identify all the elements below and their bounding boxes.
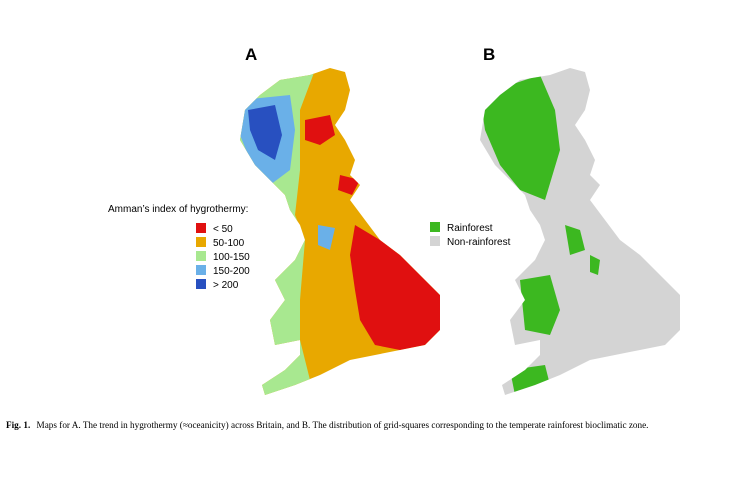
map-a: A: [240, 45, 440, 395]
zone-under-50: [350, 225, 440, 350]
legend-title: Amman’s index of hygrothermy:: [108, 204, 248, 215]
legend-swatch: [196, 223, 206, 233]
legend-label: Rainforest: [447, 223, 493, 234]
legend-swatch: [196, 237, 206, 247]
legend-label: Non-rainforest: [447, 237, 511, 248]
caption-label: Fig. 1.: [6, 420, 30, 430]
caption-text: Maps for A. The trend in hygrothermy (≈o…: [37, 420, 649, 430]
zone-over-200: [248, 105, 282, 160]
legend-label: 100-150: [213, 252, 250, 263]
legend-label: < 50: [213, 224, 233, 235]
zone-under-50: [338, 175, 360, 195]
map-b: B: [480, 45, 680, 395]
legend-label: 150-200: [213, 266, 250, 277]
legend-swatch: [196, 251, 206, 261]
caption: Fig. 1. Maps for A. The trend in hygroth…: [6, 420, 648, 430]
legend-b: Rainforest Non-rainforest: [430, 222, 511, 248]
panel-label: B: [483, 45, 495, 64]
panel-label: A: [245, 45, 257, 64]
rainforest-zone: [590, 255, 600, 275]
legend-swatch: [430, 222, 440, 232]
rainforest-zone: [565, 225, 585, 255]
legend-label: > 200: [213, 280, 239, 291]
legend-swatch: [430, 236, 440, 246]
zone-under-50: [305, 115, 335, 145]
legend-swatch: [196, 265, 206, 275]
rainforest-zone: [520, 275, 560, 335]
zone-150-200: [318, 225, 335, 250]
rainforest-zone: [480, 75, 560, 200]
legend-a: Amman’s index of hygrothermy: < 50 50-10…: [108, 204, 250, 291]
legend-swatch: [196, 279, 206, 289]
rainforest-zone: [510, 365, 550, 395]
legend-label: 50-100: [213, 238, 245, 249]
